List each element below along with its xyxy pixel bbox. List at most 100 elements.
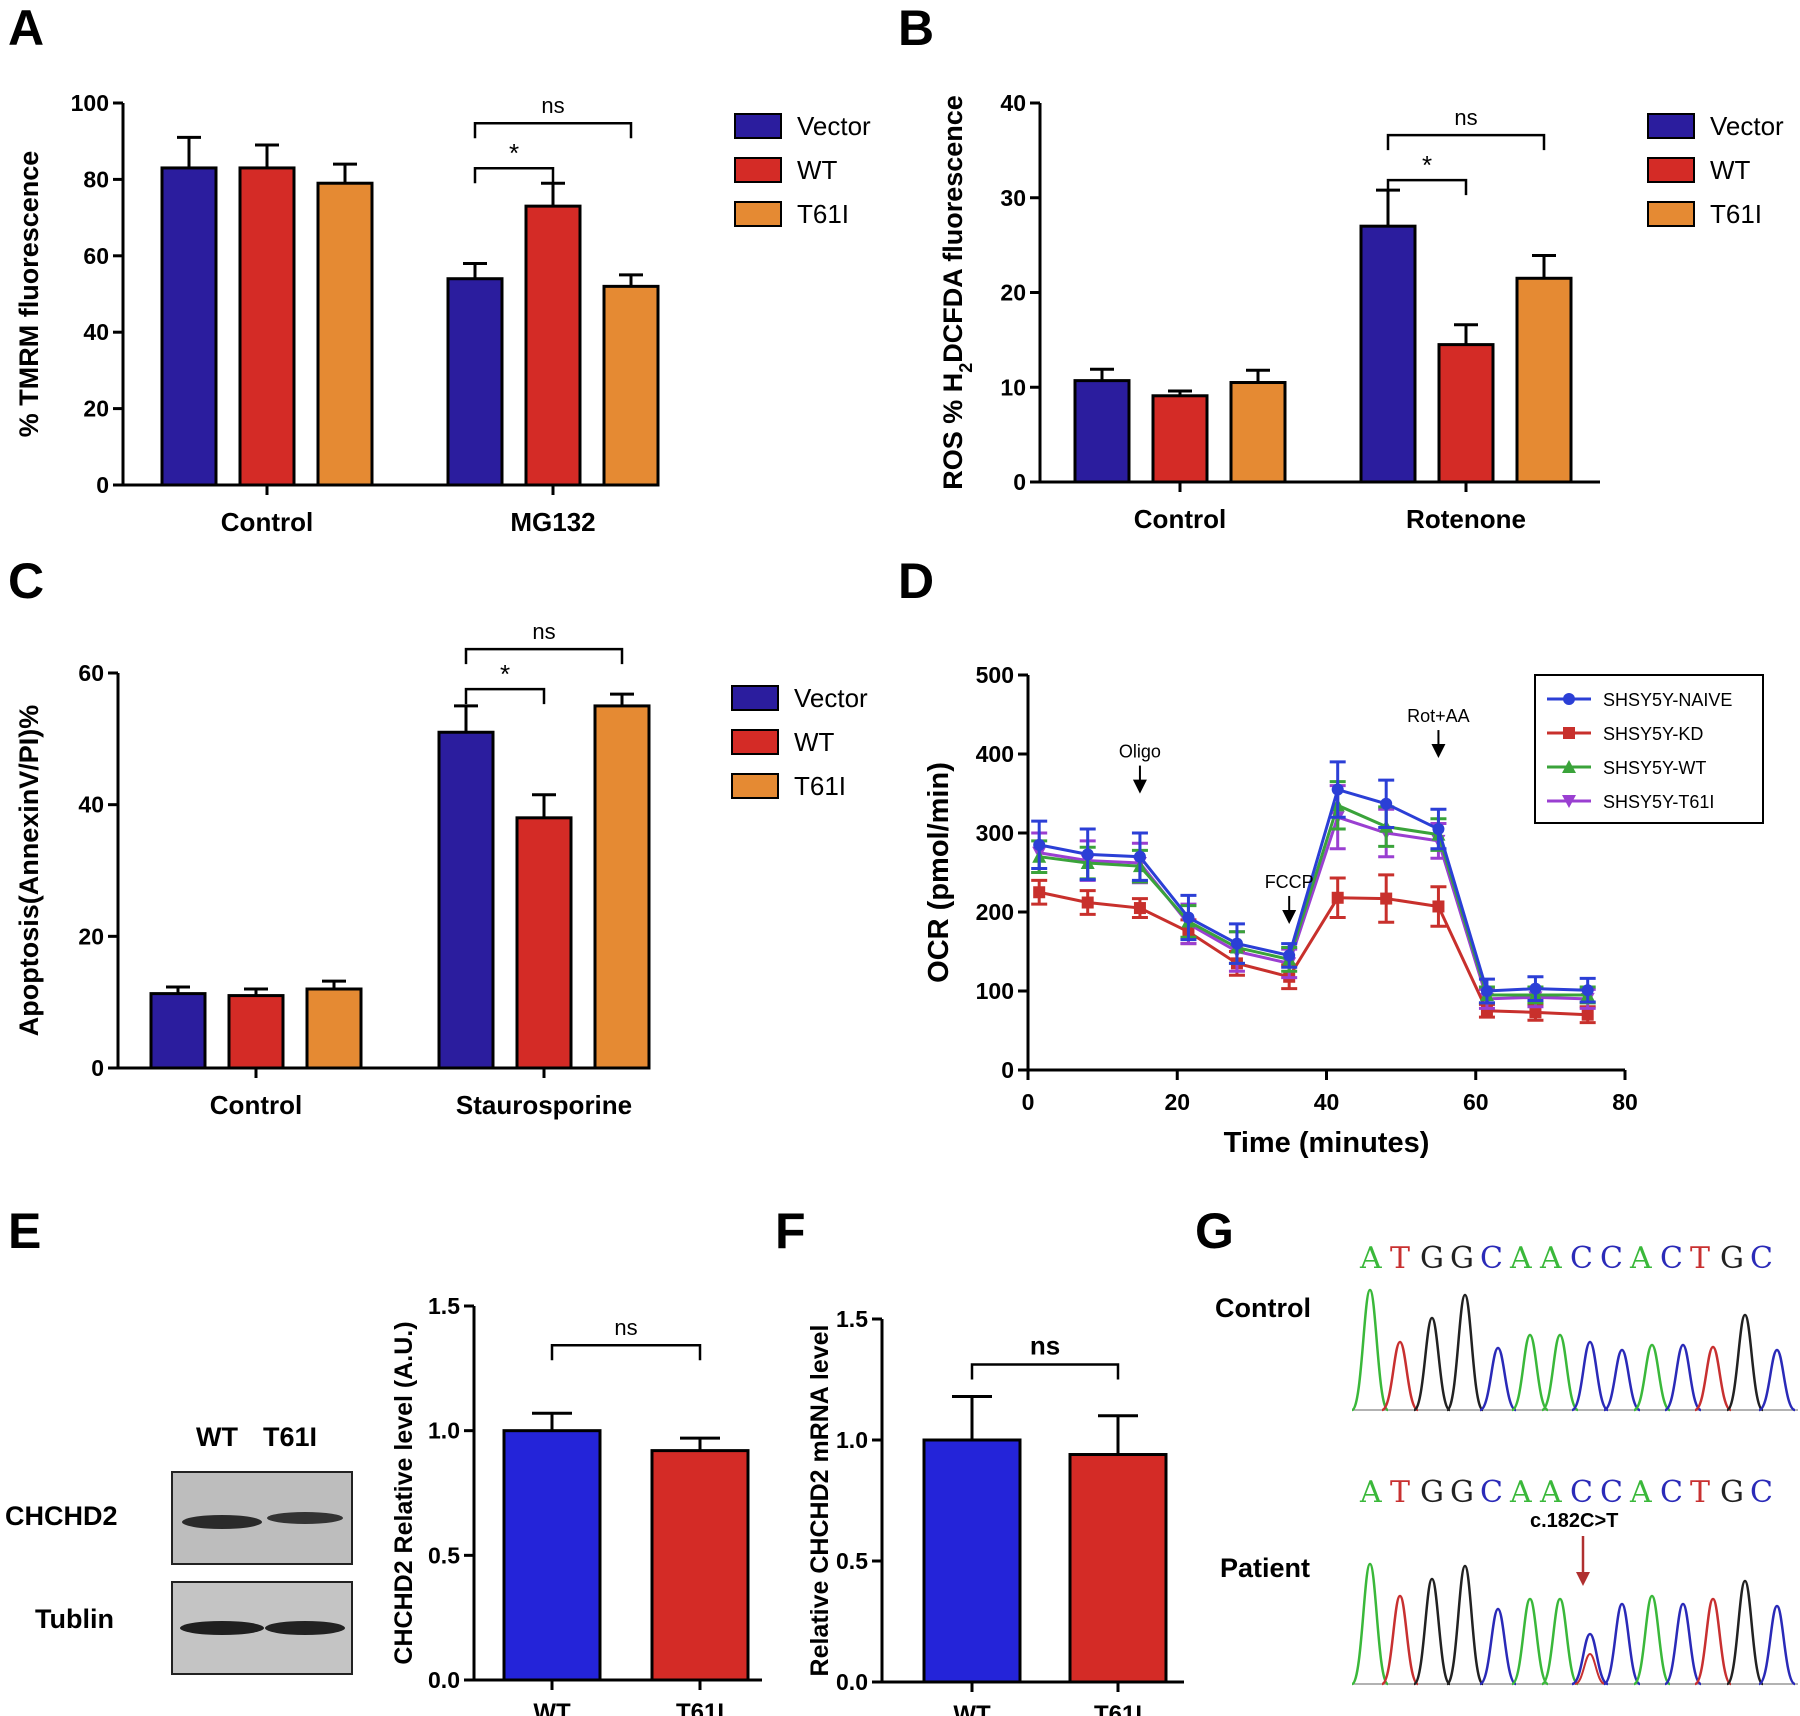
blot-col-t61i: T61I <box>263 1422 317 1452</box>
legend-label-t61i: T61I <box>797 199 849 229</box>
series-shsy5y-naive <box>1031 760 1596 1005</box>
marker-circle <box>1432 823 1445 836</box>
seq-base: G <box>1450 1241 1475 1276</box>
legend-label-t61i: T61I <box>1710 199 1762 229</box>
y-tick-label: 0 <box>96 472 109 498</box>
marker-circle <box>1563 693 1575 705</box>
ns-label: ns <box>1030 1330 1060 1360</box>
chromatogram-peak <box>1350 1288 1390 1412</box>
bar-vector <box>1073 379 1131 484</box>
y-tick-label: 1.0 <box>836 1427 868 1453</box>
chromatogram-control <box>1350 1288 1798 1412</box>
y-axis-label: Relative CHCHD2 mRNA level <box>806 1325 834 1677</box>
blot-row-tublin: Tublin <box>35 1604 114 1634</box>
x-category-label: Control <box>1134 504 1226 534</box>
chromatogram-peak <box>1663 1602 1703 1686</box>
x-category-label: Rotenone <box>1406 504 1526 534</box>
y-tick-label: 300 <box>976 820 1014 846</box>
seq-base: G <box>1720 1241 1745 1276</box>
y-tick-label: 100 <box>71 90 109 116</box>
marker-square <box>1331 891 1344 904</box>
y-axis-label: OCR (pmol/min) <box>923 762 955 983</box>
chromatogram-peak <box>1633 1343 1671 1412</box>
legend-swatch-vector <box>734 113 782 139</box>
marker-circle <box>1581 984 1594 997</box>
band-chchd2-t61i <box>267 1512 343 1524</box>
chromatogram-peak <box>1758 1348 1796 1412</box>
band-tublin-wt <box>180 1621 264 1635</box>
star-label: * <box>500 659 510 689</box>
y-tick-label: 30 <box>1000 185 1026 211</box>
bar-t61i <box>650 1449 750 1682</box>
legend-swatch-t61i <box>731 773 779 799</box>
x-category-label: T61I <box>676 1699 724 1716</box>
marker-circle <box>1133 850 1146 863</box>
legend-swatch-vector <box>731 685 779 711</box>
y-tick-label: 10 <box>1000 374 1026 400</box>
marker-circle <box>1033 838 1046 851</box>
legend-label-vector: Vector <box>797 111 871 141</box>
y-tick-label: 0.0 <box>428 1667 460 1693</box>
chromatogram-peak <box>1664 1343 1702 1412</box>
marker-triangle <box>1562 760 1576 773</box>
annotation-arrow-icon <box>1132 779 1147 794</box>
mutation-label: c.182C>T <box>1530 1510 1618 1532</box>
y-tick-label: 100 <box>976 978 1014 1004</box>
panel-label-c: C <box>8 553 44 609</box>
mutation-arrow-icon <box>1576 1572 1590 1586</box>
marker-circle <box>1480 985 1493 997</box>
marker-square <box>1380 892 1393 905</box>
marker-circle <box>1283 949 1296 962</box>
marker-circle <box>1182 911 1195 924</box>
chromatogram-peak-mutant <box>1574 1652 1606 1685</box>
chromatogram-peak <box>1510 1597 1550 1686</box>
x-tick-label: 40 <box>1314 1089 1340 1115</box>
chromatogram-peak <box>1445 1564 1485 1686</box>
y-tick-label: 20 <box>83 396 109 422</box>
x-category-label: Control <box>210 1090 302 1120</box>
bar-wt <box>227 994 285 1070</box>
star-bracket <box>473 166 555 184</box>
blot-col-wt: WT <box>196 1422 238 1452</box>
x-category-label: Control <box>221 507 313 537</box>
annotation-arrow-icon <box>1431 744 1446 759</box>
marker-circle <box>1331 783 1344 796</box>
bar-wt <box>1151 394 1209 484</box>
series-line <box>1038 803 1588 997</box>
seq-base: A <box>1539 1475 1563 1510</box>
marker-triangle-down <box>1562 795 1576 808</box>
y-tick-label: 20 <box>1000 280 1026 306</box>
legend-label: SHSY5Y-NAIVE <box>1603 690 1732 710</box>
seq-base: T <box>1390 1241 1411 1276</box>
chromatogram-peak <box>1694 1345 1732 1412</box>
band-tublin-t61i <box>265 1621 345 1635</box>
seq-base: C <box>1750 1475 1774 1510</box>
bar-t61i <box>602 284 660 487</box>
y-tick-label: 400 <box>976 741 1014 767</box>
bar-t61i <box>305 987 363 1070</box>
x-tick-label: 60 <box>1463 1089 1489 1115</box>
y-tick-label: 40 <box>83 319 109 345</box>
legend-label: SHSY5Y-T61I <box>1603 792 1714 812</box>
ns-bracket <box>464 647 624 665</box>
bar-t61i <box>593 704 651 1070</box>
marker-square <box>1529 1006 1542 1019</box>
seq-base: C <box>1750 1241 1774 1276</box>
x-category-label: WT <box>953 1701 991 1716</box>
bar-wt <box>524 204 582 487</box>
chromatogram-peak <box>1479 1346 1517 1412</box>
seq-base: C <box>1480 1475 1504 1510</box>
seq-base: T <box>1390 1475 1411 1510</box>
legend-label-wt: WT <box>797 155 838 185</box>
seq-base: T <box>1690 1475 1711 1510</box>
seq-base: A <box>1629 1475 1653 1510</box>
ns-bracket <box>550 1343 702 1361</box>
seq-base: C <box>1660 1475 1684 1510</box>
y-tick-label: 0.5 <box>836 1548 868 1574</box>
chromatogram-peak <box>1381 1340 1419 1412</box>
marker-square <box>1133 902 1146 915</box>
chromatogram-peak <box>1693 1597 1733 1686</box>
chromatogram-peak <box>1445 1293 1485 1412</box>
